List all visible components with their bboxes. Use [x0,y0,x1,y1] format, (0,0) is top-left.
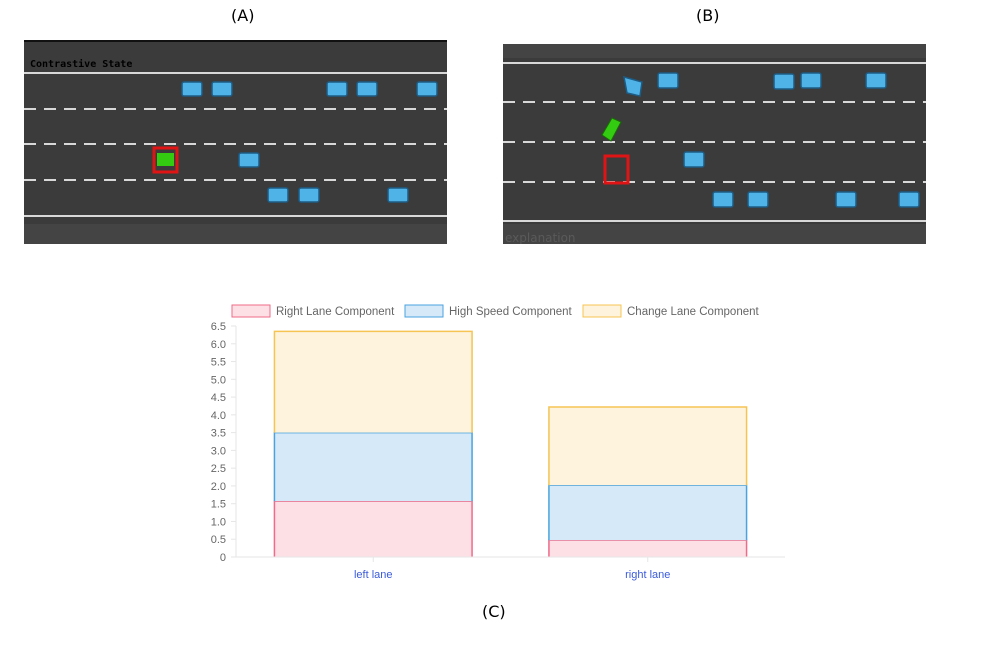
bar-segment [548,407,747,486]
y-axis: 0 0.5 1.0 1.5 2.0 2.5 3.0 3.5 4.0 4.5 5.0 5.5 6.0 6.5 [211,321,237,564]
stacked-bar-chart: Right Lane Component High Speed Component… [211,304,785,581]
panel-a-label: (A) [231,6,255,25]
car [416,81,438,97]
explanation-label: explanation [505,231,576,244]
car [267,187,289,203]
car [712,191,734,208]
panel-c-label: (C) [482,602,506,621]
ego-highlight-box [152,146,179,174]
road-scene-a: Contrastive State [24,40,447,244]
y-tick-label: 0 [220,552,226,564]
legend-swatch [404,304,444,318]
road-boundary-bottom [24,215,447,217]
legend-label: Right Lane Component [276,306,395,318]
bar-segment [274,432,473,502]
y-tick-label: 3.5 [211,428,226,440]
road-shoulder [503,224,926,244]
bar-segment-border [273,500,473,557]
car [326,81,348,97]
bar-segment [274,331,473,433]
y-tick-label: 1.5 [211,499,226,511]
x-axis: left lane right lane [236,556,785,581]
car [238,152,260,168]
car [865,72,887,89]
legend-swatch [231,304,271,318]
y-tick-label: 5.0 [211,374,226,386]
car [683,151,705,168]
car [747,191,769,208]
legend-label: High Speed Component [449,306,573,318]
road-shoulder-top [503,44,926,58]
road-scene-b: explanation [503,44,926,244]
car [181,81,203,97]
bar-segment-border [548,406,748,486]
contrastive-state-label: Contrastive State [30,59,133,70]
car [657,72,679,89]
car [623,75,643,97]
y-tick-label: 1.0 [211,516,226,528]
y-tick-label: 2.5 [211,463,226,475]
road-a-svg [24,40,447,244]
road-top-edge [24,40,447,42]
bar-segment [274,501,473,557]
road-boundary-top [503,62,926,64]
car [298,187,320,203]
road-boundary-bottom [503,220,926,222]
ego-highlight-box [603,154,630,185]
y-tick-label: 4.0 [211,410,226,422]
car [773,73,795,90]
car [356,81,378,97]
legend-label: Change Lane Component [627,306,760,318]
car [800,72,822,89]
bar-segment-border [548,539,748,557]
car [898,191,920,208]
y-tick-label: 6.5 [211,321,226,333]
bar-segment [548,540,747,557]
chart-legend: Right Lane Component High Speed Component… [231,304,760,318]
x-tick-label: right lane [625,569,670,581]
chart-bars [273,330,748,557]
legend-swatch [582,304,622,318]
road-b-svg [503,44,926,244]
bar-segment-border [273,330,473,433]
car [387,187,409,203]
ego-car [601,117,622,142]
car [211,81,233,97]
x-tick-label: left lane [354,569,393,581]
y-tick-label: 6.0 [211,339,226,351]
car [835,191,857,208]
y-tick-label: 5.5 [211,357,226,369]
panel-b-label: (B) [696,6,720,25]
road-boundary-top [24,72,447,74]
y-tick-label: 2.0 [211,481,226,493]
ego-car [157,153,174,166]
y-tick-label: 0.5 [211,534,226,546]
bar-segment [548,485,747,541]
y-tick-label: 4.5 [211,392,226,404]
road-shoulder [24,224,447,244]
y-tick-label: 3.0 [211,445,226,457]
